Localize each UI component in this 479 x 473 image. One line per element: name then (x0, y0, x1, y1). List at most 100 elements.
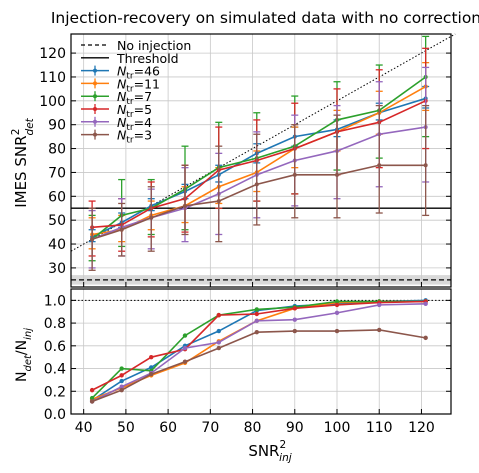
bottom-y-tick-label-0: 0.0 (44, 407, 66, 423)
top-y-tick-label-4: 70 (48, 165, 66, 181)
top-point-5-5 (254, 182, 259, 187)
bottom-line-2 (91, 300, 426, 399)
bottom-point-0-4 (216, 328, 221, 334)
bottom-ticks: 40 50 60 70 80 90 100 110 120 0.0 0.2 0.4 0.6 0.8 1.0 (44, 293, 451, 436)
bottom-grid (71, 289, 451, 415)
bottom-series-5 (89, 327, 428, 404)
legend-series-marker-5 (93, 132, 97, 137)
legend-series-label-0: Ntr=46 (117, 64, 160, 82)
top-frame (70, 33, 452, 288)
top-panel: 30 40 50 60 70 80 90 100 110 120 No injectionThre… (39, 33, 456, 288)
bottom-panel: 40 50 60 70 80 90 100 110 120 0.0 0.2 0.4 0.6 0.8 1.0 (44, 288, 452, 436)
bottom-x-tick-label-6: 100 (324, 420, 351, 436)
bottom-point-4-7 (334, 310, 340, 316)
top-line-2 (91, 76, 427, 240)
bottom-point-5-0 (89, 399, 95, 404)
bottom-y-axis-label: Ndet/Ninj (14, 328, 34, 382)
bottom-point-5-7 (334, 328, 340, 334)
legend-series-marker-2 (93, 94, 97, 99)
bottom-point-0-2 (149, 365, 154, 370)
bottom-point-2-5 (254, 307, 259, 312)
no-injection-band (71, 275, 451, 285)
bottom-y-tick-label-3: 0.6 (44, 339, 66, 355)
top-y-tick-label-0: 30 (48, 261, 66, 277)
bottom-point-5-4 (216, 345, 221, 351)
top-point-5-9 (423, 163, 428, 168)
top-ticks: 30 40 50 60 70 80 90 100 110 120 (39, 46, 451, 287)
legend-series-marker-0 (93, 68, 97, 73)
top-y-axis-label: IMES SNRdet2 (10, 117, 36, 207)
top-y-label-sup: 2 (10, 129, 22, 136)
x-label-main: SNR (248, 442, 279, 460)
bottom-point-3-1 (119, 373, 124, 378)
bottom-point-4-6 (292, 317, 297, 322)
x-label-sup: 2 (279, 439, 286, 451)
bottom-point-5-5 (254, 329, 259, 335)
bottom-line-0 (91, 299, 426, 402)
top-y-tick-label-9: 120 (39, 46, 66, 62)
top-series-0 (88, 85, 430, 243)
bottom-y-tick-label-2: 0.4 (44, 362, 66, 378)
legend-series-label-2: Ntr=7 (117, 89, 152, 107)
bottom-point-3-4 (216, 312, 221, 318)
bottom-point-2-3 (182, 333, 188, 338)
top-y-label-sub: det (24, 117, 36, 135)
bottom-point-0-1 (119, 378, 124, 384)
bottom-line-4 (91, 302, 426, 403)
x-axis-label: SNR2 inj (248, 439, 291, 464)
bottom-line-1 (91, 300, 426, 400)
top-y-tick-label-6: 90 (48, 118, 66, 134)
legend-label-1: Threshold (116, 51, 179, 66)
top-point-5-6 (292, 172, 297, 177)
top-y-tick-label-7: 100 (39, 94, 66, 110)
bottom-y-tick-label-1: 0.2 (44, 384, 66, 400)
no-injection-band-rect (71, 275, 451, 285)
bottom-point-3-7 (334, 302, 340, 308)
bottom-point-5-6 (292, 328, 297, 334)
top-y-tick-label-8: 110 (39, 70, 66, 86)
bottom-point-3-2 (149, 354, 154, 360)
top-y-label-main: IMES SNR (12, 135, 30, 207)
bottom-x-tick-label-3: 70 (201, 420, 219, 436)
bottom-line-5 (91, 329, 426, 403)
bottom-point-2-0 (89, 395, 95, 401)
top-y-tick-label-2: 50 (48, 213, 66, 229)
top-series-5 (88, 104, 430, 271)
top-point-5-3 (183, 203, 187, 208)
bottom-point-3-0 (89, 387, 95, 393)
legend-series-label-4: Ntr=4 (117, 115, 152, 133)
x-label-sub: inj (279, 452, 292, 464)
top-line-5 (91, 164, 426, 241)
bottom-line-3 (91, 300, 426, 391)
legend-label-0: No injection (117, 38, 191, 53)
bottom-point-4-5 (254, 318, 259, 324)
bottom-point-3-6 (292, 306, 297, 311)
bottom-point-4-4 (216, 340, 221, 345)
bottom-x-tick-label-7: 110 (366, 420, 393, 436)
bottom-x-tick-label-8: 120 (408, 420, 435, 436)
bottom-point-4-1 (119, 384, 124, 389)
bottom-y-label-sub2: inj (23, 328, 34, 340)
bottom-point-4-8 (377, 302, 382, 308)
top-point-5-7 (335, 172, 339, 177)
bottom-point-2-7 (334, 299, 340, 304)
top-point-5-2 (149, 215, 154, 220)
legend-series-marker-4 (93, 119, 97, 124)
top-legend: No injectionThresholdNtr=46Ntr=11Ntr=7Nt… (81, 38, 191, 146)
chart-title: Injection-recovery on simulated data wit… (51, 9, 479, 27)
top-line-3 (92, 100, 427, 229)
bottom-y-tick-label-5: 1.0 (44, 293, 66, 309)
top-line-0 (91, 97, 426, 238)
bottom-series-3 (89, 299, 428, 393)
bottom-frame (70, 288, 452, 415)
top-point-5-0 (90, 237, 95, 242)
legend-series-marker-1 (93, 81, 97, 86)
bottom-point-4-3 (182, 345, 188, 351)
bottom-x-tick-label-4: 80 (244, 420, 262, 436)
bottom-point-5-1 (119, 387, 124, 393)
bottom-point-5-9 (423, 335, 428, 341)
bottom-point-5-2 (149, 372, 154, 377)
bottom-y-label-n: N (14, 372, 30, 382)
legend-series-label-3: Ntr=5 (117, 102, 152, 120)
bottom-series-4 (89, 301, 428, 404)
